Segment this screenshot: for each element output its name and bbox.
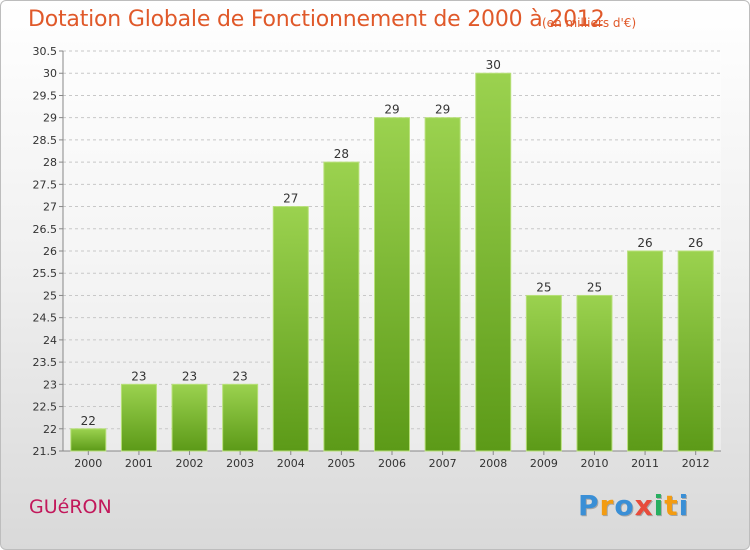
x-tick-label: 2001 <box>125 457 153 470</box>
y-tick-label: 22 <box>43 423 57 436</box>
y-tick-label: 28.5 <box>33 134 58 147</box>
data-label: 27 <box>283 192 298 206</box>
y-tick-label: 28 <box>43 156 57 169</box>
y-tick-label: 26 <box>43 245 57 258</box>
y-tick-label: 30 <box>43 67 57 80</box>
bar <box>627 250 664 452</box>
y-tick-label: 23 <box>43 378 57 391</box>
bar <box>525 294 562 452</box>
data-label: 28 <box>334 147 349 161</box>
data-label: 23 <box>131 369 146 383</box>
y-tick-label: 24 <box>43 334 57 347</box>
chart-subtitle: (en milliers d'€) <box>542 16 637 30</box>
y-tick-label: 24.5 <box>33 312 58 325</box>
y-tick-label: 29.5 <box>33 89 58 102</box>
bar <box>272 206 309 452</box>
y-tick-label: 23.5 <box>33 356 58 369</box>
bar <box>576 294 613 452</box>
data-label: 26 <box>637 236 652 250</box>
y-tick-label: 29 <box>43 112 57 125</box>
bar <box>70 428 107 452</box>
chart-title: Dotation Globale de Fonctionnement de 20… <box>28 7 605 32</box>
x-tick-label: 2009 <box>530 457 558 470</box>
x-tick-label: 2004 <box>277 457 305 470</box>
data-label: 30 <box>486 58 501 72</box>
data-label: 25 <box>536 280 551 294</box>
y-tick-label: 27 <box>43 201 57 214</box>
bar <box>677 250 714 452</box>
proxiti-logo[interactable]: Proxiti <box>578 489 690 522</box>
y-tick-label: 22.5 <box>33 401 58 414</box>
data-label: 22 <box>81 414 96 428</box>
commune-name: GUéRON <box>29 496 112 518</box>
bar <box>222 383 259 452</box>
x-tick-label: 2012 <box>682 457 710 470</box>
x-tick-label: 2002 <box>176 457 204 470</box>
y-tick-label: 27.5 <box>33 178 58 191</box>
bar <box>323 161 360 452</box>
x-tick-label: 2005 <box>327 457 355 470</box>
data-label: 26 <box>688 236 703 250</box>
y-tick-label: 25.5 <box>33 267 58 280</box>
data-label: 29 <box>435 103 450 117</box>
bar <box>475 72 512 452</box>
x-tick-label: 2008 <box>479 457 507 470</box>
y-tick-label: 26.5 <box>33 223 58 236</box>
bar <box>374 117 410 452</box>
y-tick-label: 21.5 <box>33 445 58 458</box>
data-label: 25 <box>587 280 602 294</box>
y-tick-label: 25 <box>43 289 57 302</box>
x-tick-label: 2011 <box>631 457 659 470</box>
x-tick-label: 2007 <box>429 457 457 470</box>
data-label: 29 <box>384 103 399 117</box>
bar <box>120 383 157 452</box>
x-tick-label: 2010 <box>580 457 608 470</box>
x-tick-label: 2000 <box>74 457 102 470</box>
y-tick-label: 30.5 <box>33 45 58 58</box>
x-tick-label: 2003 <box>226 457 254 470</box>
data-label: 23 <box>182 369 197 383</box>
bar <box>424 117 461 452</box>
bar <box>171 383 208 452</box>
data-label: 23 <box>233 369 248 383</box>
x-tick-label: 2006 <box>378 457 406 470</box>
